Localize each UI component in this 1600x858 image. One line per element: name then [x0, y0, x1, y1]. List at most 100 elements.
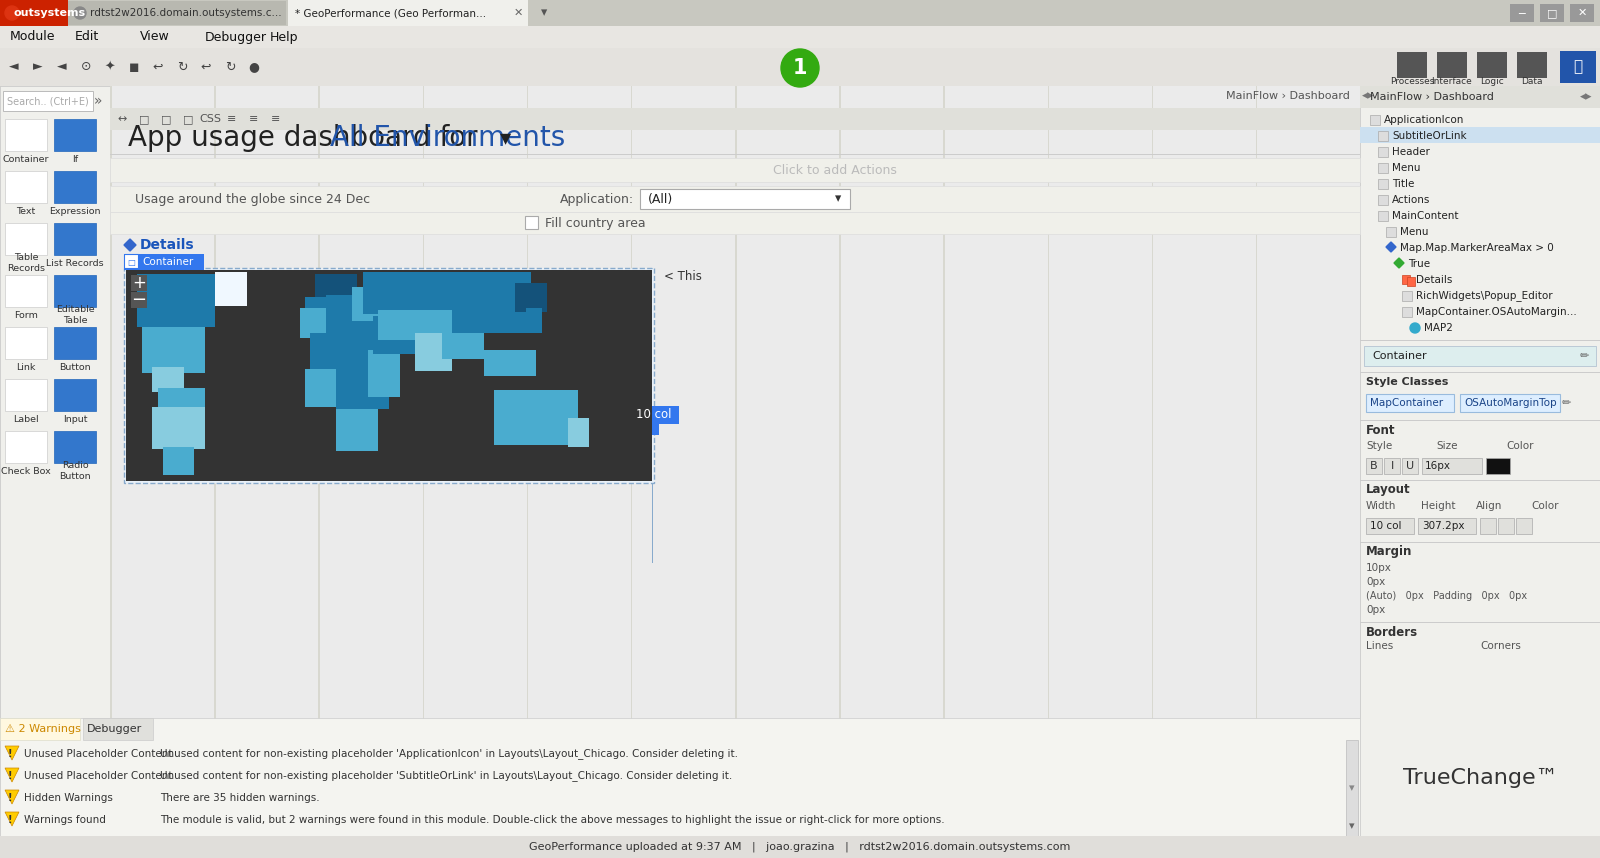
Bar: [1378, 163, 1389, 173]
Bar: [1418, 518, 1475, 534]
Bar: [216, 272, 246, 305]
Bar: [131, 275, 147, 291]
Text: ▾: ▾: [835, 192, 842, 206]
Bar: [1378, 131, 1389, 141]
Bar: [453, 287, 526, 333]
Circle shape: [1410, 323, 1421, 333]
Bar: [1366, 458, 1382, 474]
Circle shape: [5, 6, 19, 20]
Text: □: □: [1547, 8, 1557, 18]
Text: Edit: Edit: [75, 31, 99, 44]
Bar: [1378, 195, 1389, 205]
Text: If: If: [72, 154, 78, 164]
Bar: [1370, 115, 1379, 125]
Text: Details: Details: [141, 238, 195, 252]
Bar: [1360, 480, 1600, 481]
Text: RichWidgets\Popup_Editor: RichWidgets\Popup_Editor: [1416, 291, 1552, 301]
Bar: [1378, 211, 1389, 221]
Bar: [1346, 740, 1358, 836]
Text: Font: Font: [1366, 424, 1395, 437]
Text: There are 35 hidden warnings.: There are 35 hidden warnings.: [160, 793, 320, 803]
Text: Align: Align: [1475, 501, 1502, 511]
Text: Unused content for non-existing placeholder 'SubtitleOrLink' in Layouts\Layout_C: Unused content for non-existing placehol…: [160, 770, 733, 782]
Bar: [318, 86, 422, 836]
Text: ↻: ↻: [176, 61, 187, 74]
Text: ►: ►: [34, 61, 43, 74]
Text: MapContainer.OSAutoMargin...: MapContainer.OSAutoMargin...: [1416, 307, 1576, 317]
Bar: [630, 86, 734, 836]
Text: rdtst2w2016.domain.outsystems.c...: rdtst2w2016.domain.outsystems.c...: [90, 8, 282, 18]
Polygon shape: [5, 812, 19, 826]
Bar: [1486, 458, 1510, 474]
Text: MAP2: MAP2: [1424, 323, 1453, 333]
Text: ≡: ≡: [250, 114, 259, 124]
Text: The module is valid, but 2 warnings were found in this module. Double-click the : The module is valid, but 2 warnings were…: [160, 815, 944, 825]
Bar: [1366, 394, 1454, 412]
Bar: [442, 317, 483, 359]
Text: MainFlow › Dashboard: MainFlow › Dashboard: [1370, 92, 1494, 102]
Bar: [0, 0, 67, 26]
Bar: [1360, 542, 1600, 543]
Text: MapContainer: MapContainer: [1370, 398, 1443, 408]
Text: MainFlow › Dashboard: MainFlow › Dashboard: [1226, 91, 1350, 101]
Text: 10px: 10px: [1366, 563, 1392, 573]
Text: ▾: ▾: [499, 128, 510, 148]
Bar: [1480, 518, 1496, 534]
Text: Menu: Menu: [1400, 227, 1429, 237]
Bar: [336, 409, 379, 451]
Text: True: True: [1408, 259, 1430, 269]
Text: Expression: Expression: [50, 207, 101, 215]
Text: OSAutoMarginTop: OSAutoMarginTop: [1464, 398, 1557, 408]
Text: ▾: ▾: [1349, 821, 1355, 831]
Text: ─: ─: [1518, 8, 1525, 18]
Text: Unused Placeholder Content: Unused Placeholder Content: [24, 749, 173, 759]
Text: Check Box: Check Box: [2, 467, 51, 475]
Bar: [163, 447, 194, 474]
Text: »: »: [94, 94, 102, 108]
Text: Margin: Margin: [1366, 546, 1413, 559]
Text: I: I: [1390, 461, 1394, 471]
Text: !: !: [8, 771, 13, 781]
Text: Actions: Actions: [1392, 195, 1430, 205]
Text: ApplicationIcon: ApplicationIcon: [1384, 115, 1464, 125]
Bar: [1152, 86, 1256, 836]
Text: Style: Style: [1366, 441, 1392, 451]
Bar: [336, 363, 389, 409]
Bar: [422, 86, 526, 836]
Bar: [1517, 518, 1533, 534]
Text: ◂▸: ◂▸: [1362, 89, 1374, 102]
Text: ●: ●: [248, 61, 259, 74]
Bar: [1406, 277, 1414, 286]
Bar: [315, 275, 357, 304]
Text: Borders: Borders: [1366, 625, 1418, 638]
Text: !: !: [8, 793, 13, 803]
Text: Module: Module: [10, 31, 56, 44]
Bar: [1402, 307, 1413, 317]
Bar: [640, 189, 850, 209]
Bar: [734, 86, 838, 836]
Bar: [152, 408, 205, 450]
Text: ↻: ↻: [224, 61, 235, 74]
Bar: [110, 86, 1360, 836]
Text: B: B: [1370, 461, 1378, 471]
Bar: [5, 431, 46, 463]
Text: SubtitleOrLink: SubtitleOrLink: [1392, 131, 1467, 141]
Bar: [363, 272, 531, 314]
Text: −: −: [131, 291, 147, 309]
Text: ◂▸: ◂▸: [1579, 90, 1592, 104]
Text: □: □: [139, 114, 149, 124]
Bar: [368, 350, 400, 396]
Text: 0px: 0px: [1366, 605, 1386, 615]
Bar: [1360, 127, 1600, 143]
Text: All Environments: All Environments: [330, 124, 565, 152]
Text: Layout: Layout: [1366, 484, 1411, 497]
Bar: [0, 26, 1600, 48]
Bar: [1256, 86, 1360, 836]
Circle shape: [74, 7, 86, 19]
Bar: [1378, 147, 1389, 157]
Text: ↩: ↩: [200, 61, 211, 74]
Bar: [1402, 291, 1413, 301]
Text: ◄: ◄: [58, 61, 67, 74]
Text: Help: Help: [270, 31, 299, 44]
Polygon shape: [1394, 258, 1405, 268]
